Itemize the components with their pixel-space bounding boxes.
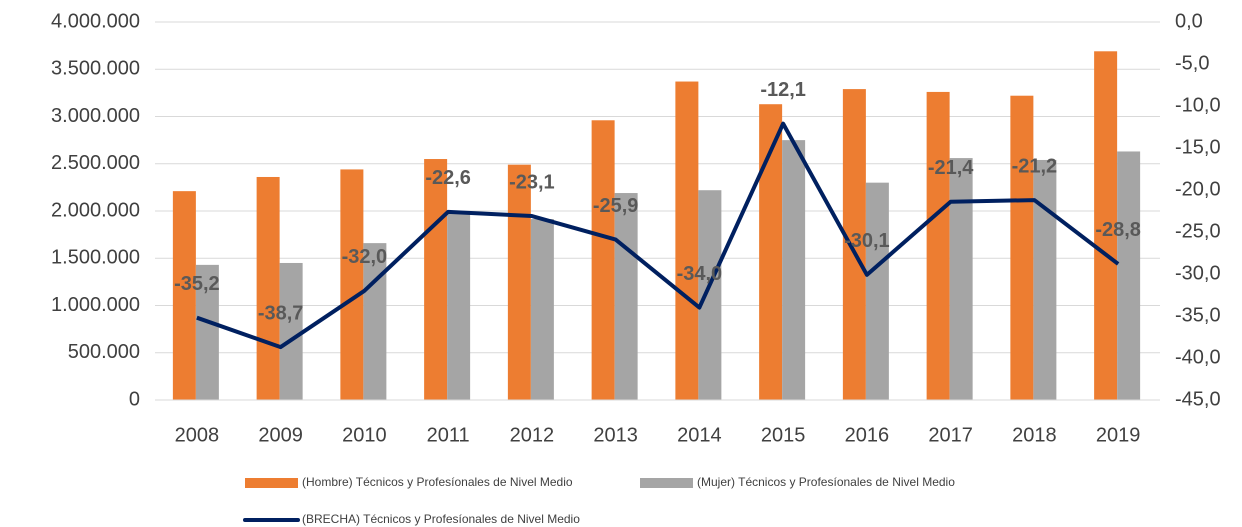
- y-tick-label: 3.000.000: [51, 105, 140, 127]
- bar: [782, 140, 806, 400]
- bar: [195, 264, 219, 400]
- y2-tick-label: -40,0: [1175, 346, 1221, 368]
- y2-tick-label: 0,0: [1175, 10, 1203, 32]
- bar: [865, 182, 889, 400]
- y-tick-label: 1.500.000: [51, 247, 140, 269]
- bar: [1010, 95, 1034, 401]
- x-tick-label: 2013: [593, 424, 638, 446]
- x-tick-label: 2018: [1012, 424, 1057, 446]
- bar: [340, 169, 364, 400]
- x-tick-label: 2017: [928, 424, 973, 446]
- y-tick-label: 500.000: [68, 341, 140, 363]
- y2-tick-label: -15,0: [1175, 136, 1221, 158]
- line: [196, 121, 1120, 350]
- bar: [675, 81, 699, 400]
- bar: [926, 91, 950, 401]
- x-tick-label: 2014: [677, 424, 722, 446]
- x-tick-label: 2011: [427, 424, 470, 446]
- bar: [698, 190, 722, 400]
- legend-label: (Mujer) Técnicos y Profesíonales de Nive…: [697, 475, 955, 489]
- bar: [1033, 159, 1057, 400]
- x-tick-label: 2012: [510, 424, 555, 446]
- x-tick-label: 2019: [1096, 424, 1141, 446]
- legend-swatch: [640, 478, 693, 488]
- bar: [507, 164, 531, 400]
- bar: [842, 89, 866, 400]
- bar: [279, 262, 303, 400]
- data-label: -32,0: [342, 246, 388, 268]
- x-tick-label: 2015: [761, 424, 806, 446]
- y-tick-label: 2.000.000: [51, 199, 140, 221]
- bar: [424, 159, 448, 400]
- bar: [447, 213, 471, 400]
- x-tick-label: 2008: [175, 424, 220, 446]
- data-label: -21,2: [1012, 155, 1058, 177]
- bar: [256, 176, 280, 400]
- data-label: -21,4: [928, 157, 974, 179]
- bar: [949, 158, 973, 400]
- y2-tick-label: -5,0: [1175, 52, 1209, 74]
- data-label: -38,7: [258, 302, 304, 324]
- bar: [363, 243, 387, 400]
- data-label: -23,1: [509, 171, 555, 193]
- data-label: -35,2: [174, 273, 220, 295]
- bar: [591, 120, 615, 400]
- data-label: -34,0: [677, 263, 723, 285]
- legend-label: (Hombre) Técnicos y Profesíonales de Niv…: [302, 475, 573, 489]
- legend-swatch: [245, 478, 298, 488]
- data-label: -22,6: [425, 167, 471, 189]
- data-label: -12,1: [760, 79, 806, 101]
- data-label: -30,1: [844, 230, 890, 252]
- bar: [172, 191, 196, 400]
- x-tick-label: 2009: [258, 424, 303, 446]
- legend-label: (BRECHA) Técnicos y Profesíonales de Niv…: [302, 512, 580, 526]
- x-tick-label: 2010: [342, 424, 387, 446]
- bar: [614, 193, 638, 400]
- y-tick-label: 0: [129, 388, 140, 410]
- y-tick-label: 2.500.000: [51, 152, 140, 174]
- y-tick-label: 3.500.000: [51, 58, 140, 80]
- y2-tick-label: -30,0: [1175, 262, 1221, 284]
- y2-tick-label: -20,0: [1175, 178, 1221, 200]
- bar: [1117, 151, 1141, 400]
- y-tick-label: 1.000.000: [51, 294, 140, 316]
- y2-tick-label: -10,0: [1175, 94, 1221, 116]
- y-tick-label: 4.000.000: [51, 10, 140, 32]
- bar: [530, 219, 554, 400]
- bar: [1094, 51, 1118, 401]
- y2-tick-label: -45,0: [1175, 388, 1221, 410]
- y2-tick-label: -35,0: [1175, 304, 1221, 326]
- x-tick-label: 2016: [845, 424, 890, 446]
- y2-tick-label: -25,0: [1175, 220, 1221, 242]
- data-label: -28,8: [1095, 219, 1141, 241]
- bar: [759, 104, 783, 400]
- data-label: -25,9: [593, 195, 639, 217]
